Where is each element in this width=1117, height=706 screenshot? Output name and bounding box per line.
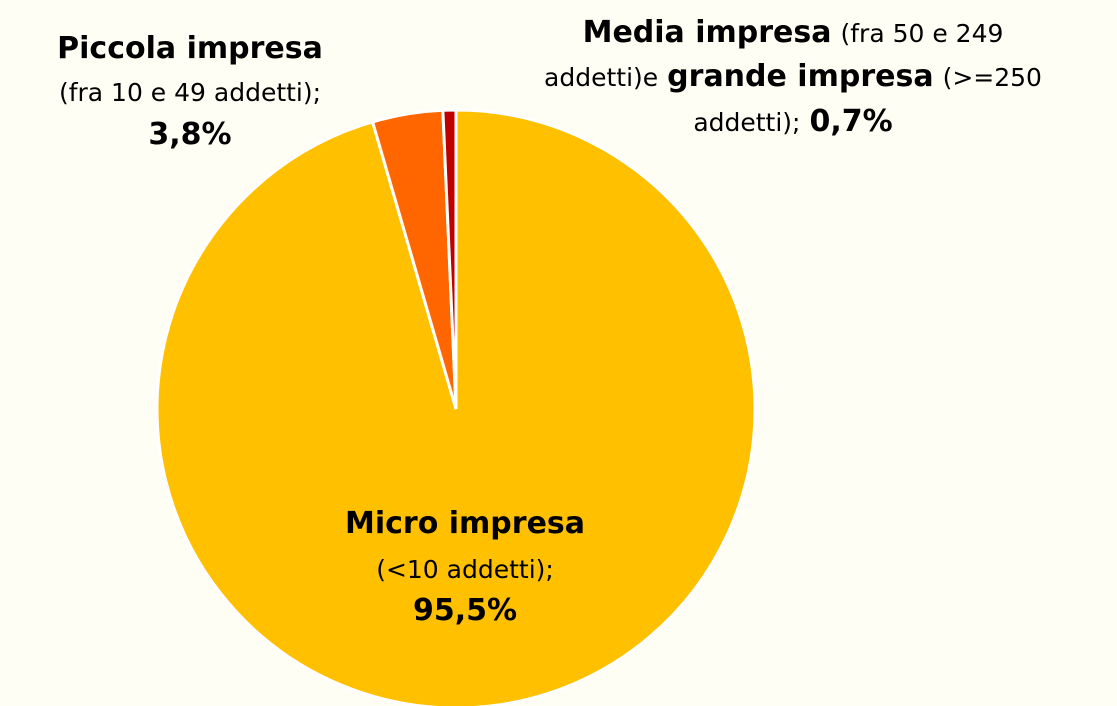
label-detail: (fra 10 e 49 addetti); xyxy=(59,78,321,107)
label-detail: (fra 50 e 249 xyxy=(841,19,1004,48)
data-label-line: Piccola impresa xyxy=(57,31,323,66)
data-label-line: (fra 10 e 49 addetti); xyxy=(59,78,321,107)
label-name: grande impresa xyxy=(667,59,933,94)
label-name: Micro impresa xyxy=(345,506,585,541)
data-label-line: 95,5% xyxy=(413,593,517,628)
pie-slice xyxy=(155,108,757,706)
label-name: Piccola impresa xyxy=(57,31,323,66)
value-label: 95,5% xyxy=(413,593,517,628)
value-label: 3,8% xyxy=(148,117,231,152)
data-label-line: 3,8% xyxy=(148,117,231,152)
pie-slice xyxy=(441,108,458,410)
data-label-line: addetti)e grande impresa (>=250 xyxy=(544,59,1042,94)
label-detail: addetti)e xyxy=(544,63,658,92)
label-detail: (<10 addetti); xyxy=(376,555,554,584)
data-label-line: Micro impresa xyxy=(345,506,585,541)
data-label-line: addetti); 0,7% xyxy=(693,104,892,139)
label-detail: (>=250 xyxy=(943,63,1042,92)
label-name: Media impresa xyxy=(583,15,832,50)
data-label-line: Media impresa (fra 50 e 249 xyxy=(583,15,1004,50)
value-label: 0,7% xyxy=(809,104,892,139)
data-label-line: (<10 addetti); xyxy=(376,555,554,584)
label-detail: addetti); xyxy=(693,108,800,137)
